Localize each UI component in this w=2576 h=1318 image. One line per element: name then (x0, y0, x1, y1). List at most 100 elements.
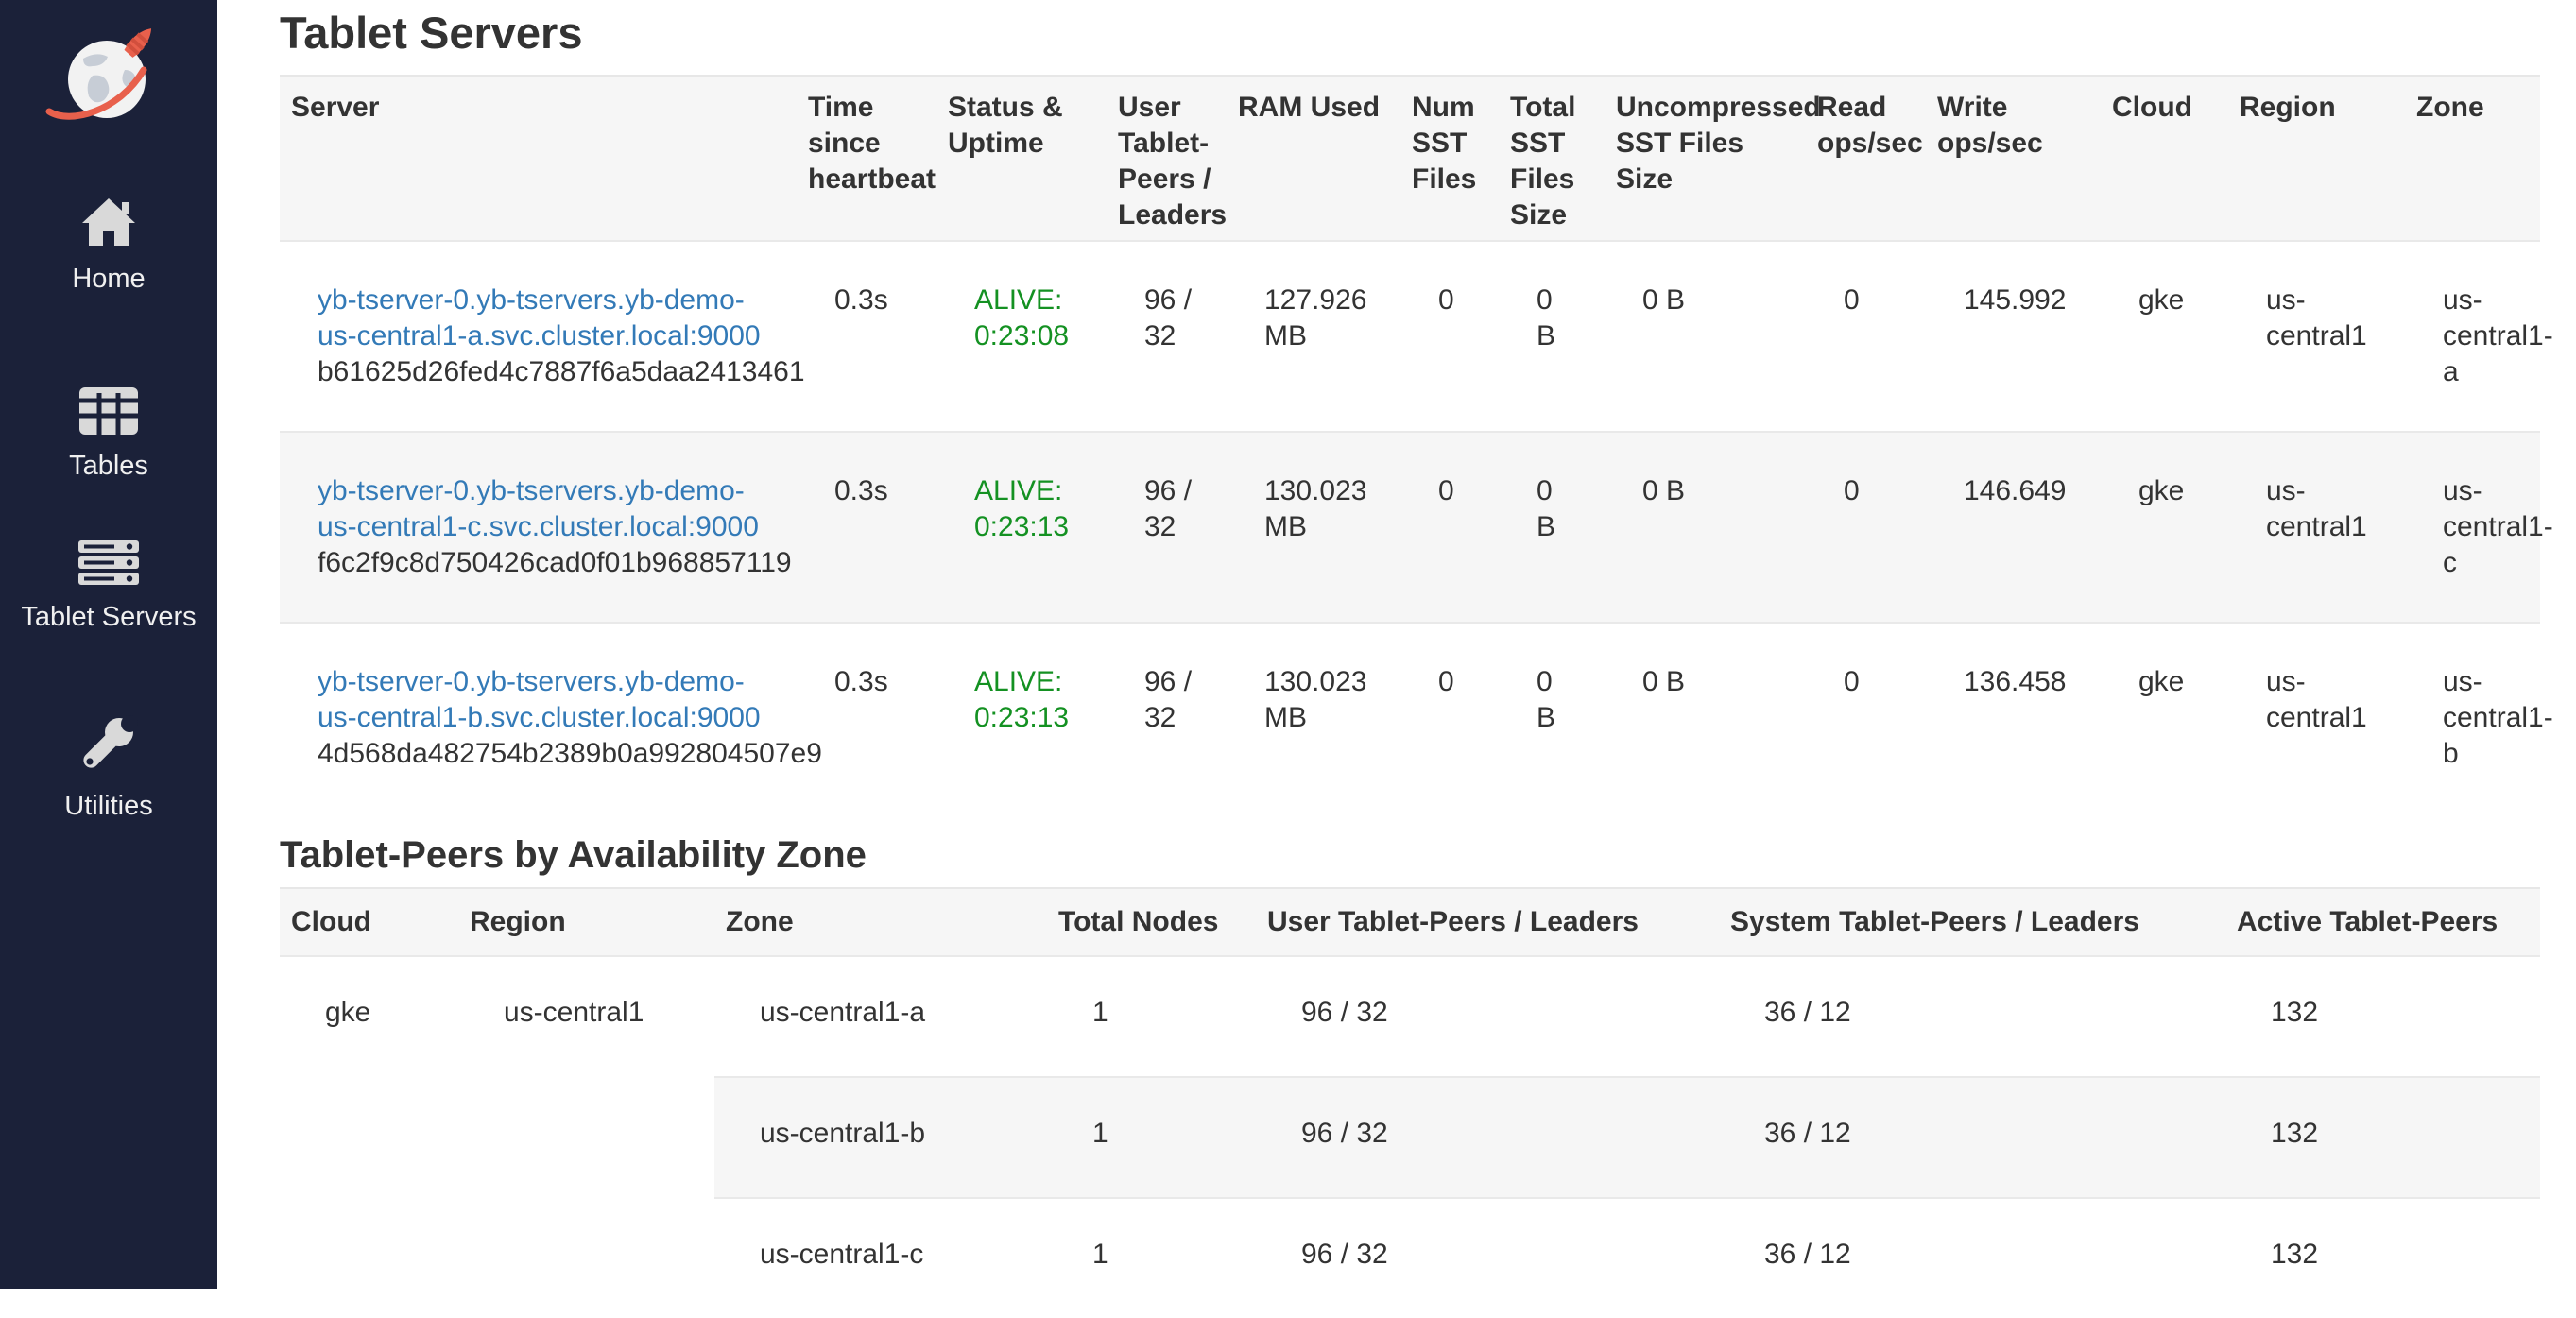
wrench-icon (77, 712, 141, 784)
section-title-tablet-peers-by-az: Tablet-Peers by Availability Zone (280, 834, 867, 876)
server-link[interactable]: yb-tserver-0.yb-tservers.yb-demo-us-cent… (318, 666, 761, 733)
az-active-peers-cell: 132 (2225, 955, 2540, 1077)
col-server: Server (280, 75, 797, 241)
az-nodes-cell: 1 (1047, 1076, 1256, 1198)
write-ops-cell: 136.458 (1926, 622, 2101, 813)
ram-cell: 127.926 MB (1227, 240, 1400, 432)
read-ops-cell: 0 (1806, 431, 1926, 623)
uptime-value: 0:23:08 (974, 320, 1070, 351)
col-az-system-peers: System Tablet-Peers / Leaders (1719, 887, 2225, 956)
uncompressed-sst-cell: 0 B (1605, 431, 1806, 623)
az-row: gke us-central1 us-central1-a 1 96 / 32 … (280, 955, 2540, 1318)
heartbeat-cell: 0.3s (797, 431, 936, 623)
az-table: Cloud Region Zone Total Nodes User Table… (280, 887, 2540, 1318)
sidebar-item-label: Tables (69, 451, 148, 481)
az-user-peers-cell: 96 / 32 (1256, 1197, 1719, 1318)
sidebar-item-label: Tablet Servers (21, 602, 197, 632)
az-nodes-cell: 1 (1047, 955, 1256, 1077)
col-az-zone: Zone (714, 887, 1047, 956)
read-ops-cell: 0 (1806, 622, 1926, 813)
zone-cell: us-central1-b (2405, 622, 2553, 813)
col-uncompressed-sst: Uncompressed SST Files Size (1605, 75, 1821, 241)
az-system-peers-cell: 36 / 12 (1719, 955, 2225, 1077)
server-uuid: f6c2f9c8d750426cad0f01b968857119 (318, 547, 792, 578)
az-zone-cell: us-central1-a (714, 955, 1047, 1077)
server-cell: yb-tserver-0.yb-tservers.yb-demo-us-cent… (280, 622, 822, 813)
ram-cell: 130.023 MB (1227, 431, 1400, 623)
cloud-cell: gke (2101, 431, 2228, 623)
col-az-region: Region (458, 887, 714, 956)
tserver-header-row: Server Time since heartbeat Status & Upt… (280, 75, 2540, 241)
home-icon (80, 197, 137, 257)
status-cell: ALIVE: 0:23:08 (936, 240, 1107, 432)
planet-rocket-logo-icon (45, 28, 152, 120)
az-nodes-cell: 1 (1047, 1197, 1256, 1318)
sidebar-item-home[interactable]: Home (0, 197, 217, 297)
status-badge: ALIVE: (974, 475, 1063, 506)
status-badge: ALIVE: (974, 284, 1063, 316)
tablet-servers-table: Server Time since heartbeat Status & Upt… (280, 75, 2553, 813)
az-region-cell: us-central1 (458, 955, 714, 1318)
main-content: Tablet Servers Server Time since heartbe… (217, 0, 2576, 1318)
region-cell: us-central1 (2228, 431, 2405, 623)
status-badge: ALIVE: (974, 666, 1063, 697)
sidebar-item-label: Home (72, 264, 146, 294)
zone-cell: us-central1-a (2405, 240, 2553, 432)
user-peers-cell: 96 / 32 (1107, 622, 1227, 813)
az-system-peers-cell: 36 / 12 (1719, 1076, 2225, 1198)
sidebar-item-utilities[interactable]: Utilities (0, 712, 217, 824)
tserver-row: yb-tserver-0.yb-tservers.yb-demo-us-cent… (280, 240, 2553, 432)
tablet-servers-icon (78, 540, 139, 595)
col-read-ops: Read ops/sec (1806, 75, 1926, 241)
col-cloud: Cloud (2101, 75, 2228, 241)
num-sst-cell: 0 (1400, 622, 1499, 813)
server-uuid: 4d568da482754b2389b0a992804507e9 (318, 738, 822, 769)
col-num-sst: Num SST Files (1400, 75, 1499, 241)
total-sst-cell: 0 B (1499, 431, 1605, 623)
user-peers-cell: 96 / 32 (1107, 240, 1227, 432)
col-zone: Zone (2405, 75, 2540, 241)
col-ram: RAM Used (1227, 75, 1400, 241)
sidebar: Home Tables (0, 0, 217, 1289)
page-title: Tablet Servers (280, 8, 583, 58)
user-peers-cell: 96 / 32 (1107, 431, 1227, 623)
col-az-cloud: Cloud (280, 887, 458, 956)
read-ops-cell: 0 (1806, 240, 1926, 432)
write-ops-cell: 145.992 (1926, 240, 2101, 432)
server-cell: yb-tserver-0.yb-tservers.yb-demo-us-cent… (280, 240, 805, 432)
region-cell: us-central1 (2228, 622, 2405, 813)
az-zone-cell: us-central1-b (714, 1076, 1047, 1198)
sidebar-item-label: Utilities (64, 791, 153, 821)
zone-cell: us-central1-c (2405, 431, 2553, 623)
az-system-peers-cell: 36 / 12 (1719, 1197, 2225, 1318)
az-active-peers-cell: 132 (2225, 1197, 2540, 1318)
cloud-cell: gke (2101, 240, 2228, 432)
az-cloud-cell: gke (280, 955, 458, 1318)
server-cell: yb-tserver-0.yb-tservers.yb-demo-us-cent… (280, 431, 797, 623)
uncompressed-sst-cell: 0 B (1605, 622, 1806, 813)
cloud-cell: gke (2101, 622, 2228, 813)
col-region: Region (2228, 75, 2405, 241)
server-link[interactable]: yb-tserver-0.yb-tservers.yb-demo-us-cent… (318, 284, 761, 351)
sidebar-item-tablet-servers[interactable]: Tablet Servers (0, 540, 217, 635)
tserver-row: yb-tserver-0.yb-tservers.yb-demo-us-cent… (280, 622, 2553, 813)
uncompressed-sst-cell: 0 B (1605, 240, 1806, 432)
col-heartbeat: Time since heartbeat (797, 75, 936, 241)
col-user-peers: User Tablet-Peers / Leaders (1107, 75, 1227, 241)
heartbeat-cell: 0.3s (797, 240, 936, 432)
uptime-value: 0:23:13 (974, 702, 1070, 733)
ram-cell: 130.023 MB (1227, 622, 1400, 813)
col-az-total-nodes: Total Nodes (1047, 887, 1256, 956)
num-sst-cell: 0 (1400, 431, 1499, 623)
total-sst-cell: 0 B (1499, 622, 1605, 813)
status-cell: ALIVE: 0:23:13 (936, 431, 1107, 623)
az-user-peers-cell: 96 / 32 (1256, 955, 1719, 1077)
heartbeat-cell: 0.3s (797, 622, 936, 813)
sidebar-item-tables[interactable]: Tables (0, 387, 217, 484)
tables-icon (79, 387, 138, 444)
az-row: us-central1-b 1 96 / 32 36 / 12 132 (280, 1076, 2540, 1198)
col-total-sst: Total SST Files Size (1499, 75, 1605, 241)
num-sst-cell: 0 (1400, 240, 1499, 432)
server-link[interactable]: yb-tserver-0.yb-tservers.yb-demo-us-cent… (318, 475, 759, 542)
server-uuid: b61625d26fed4c7887f6a5daa2413461 (318, 356, 805, 387)
